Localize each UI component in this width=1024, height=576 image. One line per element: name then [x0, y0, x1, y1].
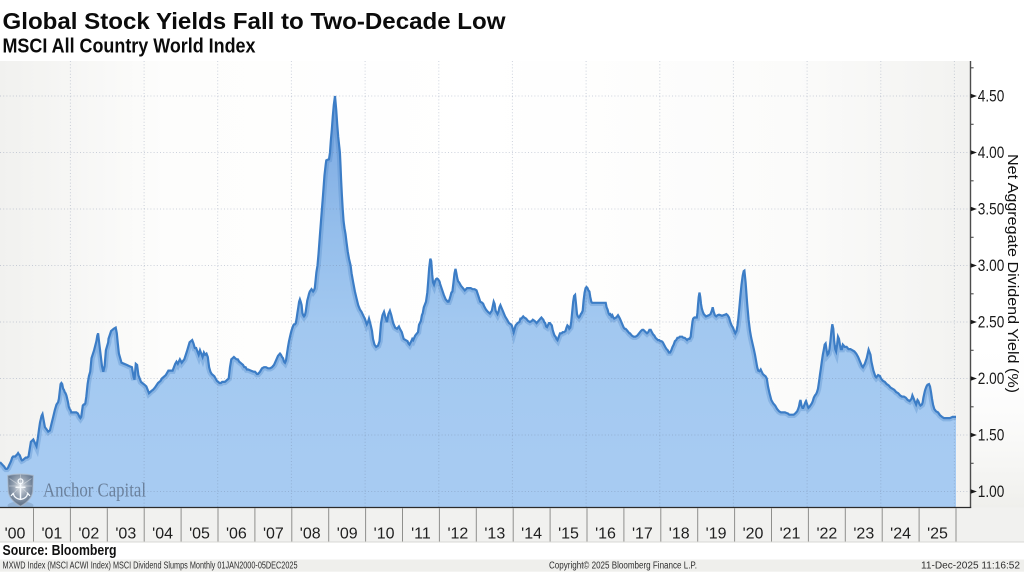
svg-text:Source: Bloomberg: Source: Bloomberg — [3, 543, 117, 559]
svg-text:'25: '25 — [927, 526, 948, 543]
svg-text:'03: '03 — [115, 526, 136, 543]
svg-text:'01: '01 — [41, 526, 62, 543]
svg-text:'18: '18 — [669, 526, 690, 543]
svg-text:3.50: 3.50 — [978, 201, 1005, 219]
svg-text:3.00: 3.00 — [978, 257, 1005, 275]
svg-text:'16: '16 — [595, 526, 616, 543]
svg-text:MSCI All Country World Index: MSCI All Country World Index — [3, 35, 257, 58]
svg-text:Net Aggregate Dividend Yield (: Net Aggregate Dividend Yield (%) — [1004, 154, 1020, 393]
svg-text:'08: '08 — [300, 526, 321, 543]
svg-text:11-Dec-2025 11:16:52: 11-Dec-2025 11:16:52 — [921, 561, 1020, 572]
svg-text:'00: '00 — [5, 526, 26, 543]
svg-text:'17: '17 — [632, 526, 653, 543]
svg-text:'12: '12 — [447, 526, 468, 543]
svg-text:'11: '11 — [411, 526, 431, 543]
svg-text:MXWD Index (MSCI ACWI Index) M: MXWD Index (MSCI ACWI Index) MSCI Divide… — [3, 561, 298, 572]
svg-text:'21: '21 — [780, 526, 801, 543]
svg-text:'10: '10 — [374, 526, 395, 543]
svg-text:4.00: 4.00 — [978, 144, 1005, 162]
svg-text:'02: '02 — [78, 526, 99, 543]
svg-text:'19: '19 — [706, 526, 727, 543]
svg-text:Anchor Capital: Anchor Capital — [43, 480, 146, 502]
svg-text:'09: '09 — [337, 526, 358, 543]
svg-text:1.50: 1.50 — [978, 427, 1005, 445]
svg-text:2.00: 2.00 — [978, 370, 1005, 388]
svg-text:Global Stock Yields Fall to Tw: Global Stock Yields Fall to Two-Decade L… — [3, 8, 506, 34]
svg-text:'06: '06 — [226, 526, 247, 543]
svg-text:1.00: 1.00 — [978, 483, 1005, 501]
svg-text:'04: '04 — [152, 526, 173, 543]
svg-text:'24: '24 — [890, 526, 911, 543]
svg-text:'07: '07 — [263, 526, 284, 543]
svg-text:'05: '05 — [189, 526, 210, 543]
svg-text:4.50: 4.50 — [978, 88, 1005, 106]
svg-text:'20: '20 — [743, 526, 764, 543]
svg-text:'22: '22 — [816, 526, 837, 543]
svg-text:Copyright© 2025 Bloomberg Fina: Copyright© 2025 Bloomberg Finance L.P. — [549, 561, 697, 572]
svg-text:'23: '23 — [853, 526, 874, 543]
svg-text:'13: '13 — [484, 526, 505, 543]
svg-text:'14: '14 — [521, 526, 542, 543]
svg-text:'15: '15 — [558, 526, 579, 543]
svg-text:2.50: 2.50 — [978, 314, 1005, 332]
